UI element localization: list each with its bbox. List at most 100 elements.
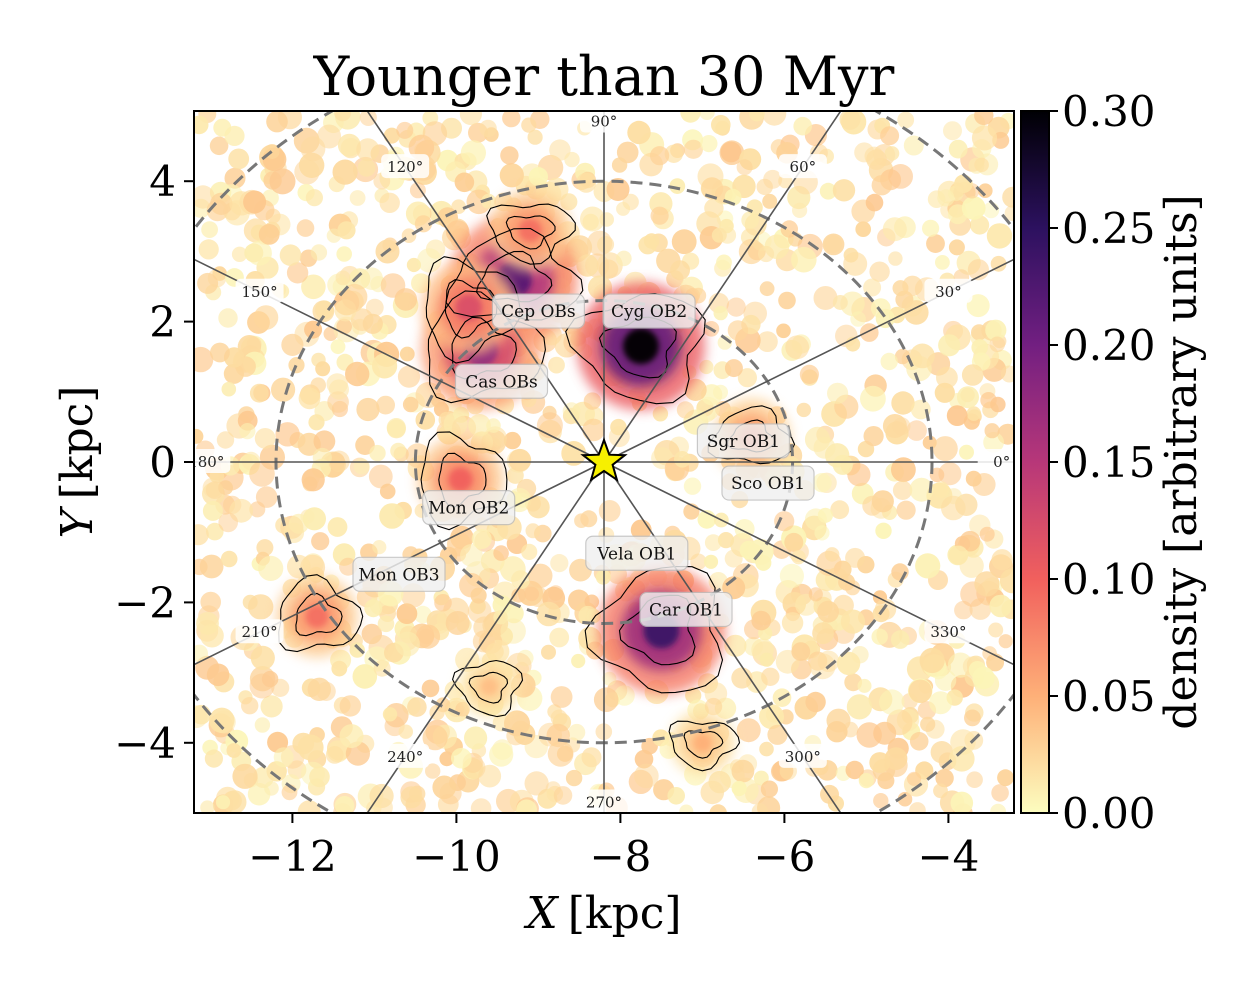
longitude-label-box	[580, 789, 628, 813]
density-cell	[611, 157, 628, 173]
density-cell	[548, 585, 564, 601]
density-cell	[938, 462, 962, 486]
density-cell	[824, 547, 840, 562]
density-cell	[281, 333, 304, 356]
density-cell	[846, 694, 873, 720]
density-cell	[703, 554, 719, 569]
density-cell	[799, 364, 820, 384]
density-cell	[493, 545, 509, 561]
density-cell	[249, 501, 266, 518]
density-cell	[751, 610, 771, 631]
density-cell	[891, 457, 916, 483]
density-cell	[467, 599, 492, 623]
density-cell	[305, 189, 323, 207]
density-cell	[985, 319, 1007, 341]
density-cell	[974, 571, 1000, 597]
longitude-label-text: 0°	[993, 453, 1010, 471]
association-label-box	[639, 591, 733, 628]
density-cell	[220, 550, 238, 568]
density-cell	[407, 697, 427, 717]
x-tick-label: −12	[248, 832, 337, 881]
density-cell	[336, 246, 353, 262]
density-cell	[337, 133, 361, 157]
density-cell	[336, 318, 353, 335]
density-cell	[892, 480, 913, 500]
longitude-label-text: 330°	[930, 623, 966, 641]
density-cell	[980, 392, 997, 409]
density-cell	[737, 368, 758, 388]
density-cell	[301, 468, 325, 492]
colorbar-tick-label: 0.30	[1062, 87, 1156, 136]
density-cell	[334, 111, 352, 122]
density-cell	[468, 414, 491, 437]
density-cell	[327, 517, 348, 537]
density-cell	[362, 313, 383, 334]
density-cell	[839, 111, 861, 130]
density-cell	[930, 741, 953, 764]
density-cell	[377, 615, 395, 633]
density-cell	[869, 752, 891, 774]
association-label-text: Car OB1	[649, 600, 723, 620]
density-cell	[888, 251, 903, 266]
density-cell	[379, 503, 405, 529]
density-cell	[297, 734, 324, 761]
density-cell	[547, 740, 574, 767]
density-cell	[576, 172, 597, 193]
density-cell	[311, 532, 330, 551]
density-cell	[856, 722, 882, 748]
sun-marker	[580, 437, 628, 483]
density-cell	[724, 549, 743, 568]
association-label-text: Mon OB3	[358, 565, 439, 585]
density-cell	[669, 178, 686, 195]
density-cell	[565, 769, 583, 787]
y-tick-label: −2	[114, 578, 176, 627]
density-cell	[860, 323, 879, 342]
density-cell	[508, 448, 532, 472]
longitude-label-box	[924, 619, 973, 644]
density-cell	[971, 125, 998, 151]
density-cell	[679, 804, 694, 813]
density-cell	[759, 704, 784, 730]
density-cell	[372, 353, 398, 379]
density-cell	[286, 262, 309, 284]
density-cell	[879, 689, 905, 715]
density-cell	[970, 215, 990, 235]
density-peak	[518, 218, 542, 242]
density-cell	[724, 634, 747, 657]
density-cell	[865, 193, 884, 212]
density-cell	[890, 630, 910, 649]
longitude-label-box	[381, 743, 430, 768]
density-cell	[966, 294, 990, 318]
density-cell	[989, 594, 1012, 618]
density-cell	[929, 691, 953, 715]
density-cell	[504, 710, 530, 737]
density-cell	[206, 522, 224, 541]
density-cell	[197, 272, 219, 294]
density-cell	[511, 588, 526, 603]
density-cell	[415, 410, 436, 430]
density-cell	[258, 555, 284, 582]
density-cell	[826, 721, 848, 743]
chart-title: Younger than 30 Myr	[313, 45, 895, 108]
density-cell	[400, 786, 423, 809]
association-label: Sgr OB1	[696, 423, 791, 459]
density-cell	[926, 234, 945, 254]
density-cell	[671, 229, 697, 255]
density-cell	[210, 342, 230, 363]
density-cell	[709, 804, 727, 813]
density-cell	[897, 791, 913, 807]
density-cell	[997, 769, 1014, 787]
density-cell	[398, 724, 413, 739]
density-cell	[204, 749, 223, 768]
density-cell	[273, 747, 294, 768]
density-cell	[287, 554, 311, 579]
density-cell	[598, 500, 621, 522]
density-cell	[717, 532, 735, 549]
y-axis-label-unit: [kpc]	[52, 386, 103, 500]
association-label-text: Cas OBs	[465, 372, 537, 392]
density-cell	[884, 146, 900, 161]
density-cell	[549, 139, 571, 161]
density-cell	[959, 444, 974, 460]
association-label: Cep OBs	[491, 293, 585, 329]
longitude-label-box	[235, 278, 284, 303]
